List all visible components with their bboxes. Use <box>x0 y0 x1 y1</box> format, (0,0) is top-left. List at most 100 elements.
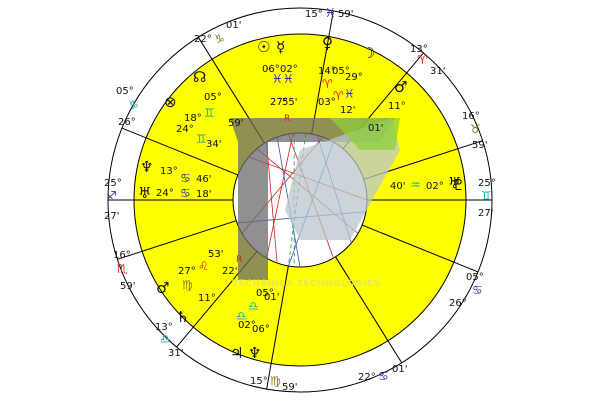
cusp-min: 27' <box>104 211 119 222</box>
virgo-icon: ♍ <box>270 374 281 388</box>
planet-saturn: ♄ ♍ 11° 22' <box>176 266 237 326</box>
planet-deg: 06° <box>262 64 280 75</box>
mars-icon: ♂ <box>394 78 407 96</box>
cusp-min: 59' <box>282 382 297 393</box>
capricorn-icon: ♑ <box>128 98 139 112</box>
planet-deg: 01' <box>368 123 383 134</box>
gemini-icon: ♊ <box>196 132 207 146</box>
planet-deg: 05° <box>256 288 274 299</box>
taurus-icon: ♉ <box>470 122 481 136</box>
uranus-icon: ♅ <box>448 174 461 192</box>
uranus-icon: ♅ <box>138 184 151 202</box>
planet-deg: 14° <box>318 66 336 77</box>
libra-icon: ♎ <box>248 299 259 313</box>
cusp-label-4: 25° ♊ 27' <box>478 178 496 219</box>
planet-deg: 27° <box>270 97 288 108</box>
cusp-label-3: 16° ♉ 59' <box>462 111 487 151</box>
cancer-icon: ♋ <box>378 369 389 383</box>
planet-min: 55' <box>282 97 297 108</box>
planet-min: 59' <box>228 118 243 129</box>
cusp-deg: 05° <box>116 86 134 97</box>
cusp-min: 31' <box>168 348 183 359</box>
cusp-deg: 15° <box>305 9 323 20</box>
aspect-line <box>266 133 294 259</box>
cancer-icon: ♋ <box>180 186 191 200</box>
planet-min: 53' <box>208 249 223 260</box>
planet-deg: 27° <box>178 266 196 277</box>
watermark-shape <box>330 118 400 150</box>
planet-min: 46' <box>196 174 211 185</box>
planet-deg: 24° <box>176 124 194 135</box>
capricorn-icon: ♑ <box>214 32 225 46</box>
planet-pluto-libra: 05° ♎ 01' 02° ♎ 06° <box>236 288 279 335</box>
planet-min: 34' <box>206 139 221 150</box>
cusp-label-8: 13° ♎ 31' <box>155 322 183 359</box>
house-cusp-line <box>121 127 239 176</box>
planet-deg: 02° <box>238 320 256 331</box>
cusp-label-12: 22° ♑ 01' <box>194 20 241 46</box>
pisces-icon: ♓ <box>272 72 283 86</box>
mars-icon: ♂ <box>156 279 169 297</box>
cusp-deg: 05° <box>466 272 484 283</box>
neptune-icon: ♆ <box>140 158 153 176</box>
planet-min: 01' <box>264 292 279 303</box>
planet-min: 02° <box>280 64 298 75</box>
virgo-icon: ♍ <box>182 278 193 292</box>
planet-uranus: ♅ 24° ♋ 18' <box>138 184 211 202</box>
cusp-deg: 13° <box>410 44 428 55</box>
planet-deg: 29° <box>345 72 363 83</box>
cusp-deg: 13° <box>155 322 173 333</box>
retrograde-marker: R <box>236 255 242 265</box>
planet-moon: ☽ 29° ♈ 03° <box>318 44 375 108</box>
aries-icon: ♈ <box>417 53 428 67</box>
planet-min: 05° <box>332 66 350 77</box>
cusp-min: 59' <box>338 9 353 20</box>
cusp-min: 27' <box>478 208 493 219</box>
cusp-label-2: 13° ♈ 31' <box>410 44 445 77</box>
pluto-icon: ♇ <box>452 176 465 194</box>
house-cusp-line <box>361 224 479 273</box>
planet-min: 18' <box>196 189 211 200</box>
planet-node: ☊ 18° ♊ 34' <box>184 68 221 150</box>
gemini-icon: ♊ <box>204 106 215 120</box>
house-cusp-line <box>117 220 237 260</box>
planet-deg: 05° <box>204 92 222 103</box>
planet-min: 22' <box>222 266 237 277</box>
cusp-min: 31' <box>430 66 445 77</box>
planet-sun: ☉ 06° ♓ 02° <box>257 38 298 86</box>
planet-min: 02° <box>426 181 444 192</box>
pisces-icon: ♓ <box>325 6 336 20</box>
cusp-label-1: 15° ♓ 59' <box>305 6 353 20</box>
planet-fortune: ⊗ 05° 24° ♊ 59' <box>164 92 243 146</box>
mercury-icon: ☿ <box>276 38 285 56</box>
venus-icon: ♀ <box>322 34 333 52</box>
planet-neptune: ♆ 13° ♋ 46' <box>140 158 211 185</box>
neptune-icon: ♆ <box>248 344 261 362</box>
house-cusp-line <box>266 265 289 390</box>
cusp-min: 01' <box>392 364 407 375</box>
cusp-min: 26° <box>449 298 467 309</box>
cusp-label-6: 22° ♋ 01' <box>358 364 407 383</box>
cusp-label-10: 25° ♐ 27' <box>104 178 122 222</box>
planet-min: 06° <box>252 324 270 335</box>
fortune-icon: ⊗ <box>164 93 177 111</box>
planet-venus: ♀ 14° ♈ 05° <box>318 34 350 91</box>
cusp-deg: 25° <box>478 178 496 189</box>
pisces-icon: ♓ <box>344 87 355 101</box>
planet-deg: 11° <box>198 293 216 304</box>
aries-icon: ♈ <box>333 89 344 103</box>
cusp-label-7: 15° ♍ 59' <box>250 374 297 393</box>
saturn-icon: ♄ <box>176 308 189 326</box>
house-cusp-line <box>335 256 403 364</box>
house-cusp-line <box>311 10 334 135</box>
planet-min: 12' <box>340 105 355 116</box>
planet-mercury: ☿ 27° ♓ 55' R <box>270 38 297 124</box>
planet-mars: ♂ 27° ♌ 53' R <box>156 249 242 297</box>
cancer-icon: ♋ <box>472 283 483 297</box>
cancer-icon: ♋ <box>180 171 191 185</box>
cusp-deg: 22° <box>194 34 212 45</box>
cusp-min: 59' <box>120 281 135 292</box>
sagittarius-icon: ♐ <box>106 189 117 203</box>
